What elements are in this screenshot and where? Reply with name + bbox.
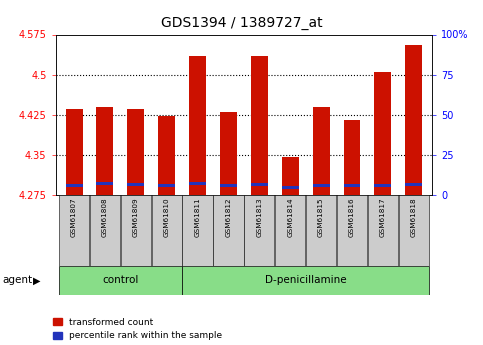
Text: GSM61815: GSM61815 xyxy=(318,197,324,237)
Bar xyxy=(343,184,360,187)
Text: GSM61816: GSM61816 xyxy=(349,197,355,237)
Bar xyxy=(343,120,360,195)
Bar xyxy=(374,72,391,195)
Text: GDS1394 / 1389727_at: GDS1394 / 1389727_at xyxy=(161,16,322,30)
Bar xyxy=(189,56,206,195)
Text: GSM61813: GSM61813 xyxy=(256,197,262,237)
Bar xyxy=(66,109,83,195)
Bar xyxy=(244,195,274,266)
Bar xyxy=(405,184,422,186)
Bar xyxy=(128,183,144,186)
Bar xyxy=(90,195,120,266)
Bar xyxy=(405,45,422,195)
Text: GSM61812: GSM61812 xyxy=(226,197,231,237)
Bar xyxy=(121,195,151,266)
Bar xyxy=(251,56,268,195)
Text: GSM61808: GSM61808 xyxy=(102,197,108,237)
Bar xyxy=(189,183,206,185)
Bar xyxy=(59,195,89,266)
Legend: transformed count, percentile rank within the sample: transformed count, percentile rank withi… xyxy=(53,318,222,341)
Bar xyxy=(97,183,114,185)
Bar xyxy=(337,195,367,266)
Bar xyxy=(398,195,429,266)
Bar xyxy=(251,184,268,186)
Bar xyxy=(158,184,175,187)
Text: GSM61817: GSM61817 xyxy=(380,197,386,237)
Bar xyxy=(182,266,429,295)
Text: agent: agent xyxy=(2,275,32,285)
Text: GSM61810: GSM61810 xyxy=(164,197,170,237)
Bar xyxy=(213,195,243,266)
Bar xyxy=(275,195,305,266)
Bar xyxy=(313,107,329,195)
Bar xyxy=(152,195,182,266)
Bar xyxy=(313,184,329,187)
Text: GSM61809: GSM61809 xyxy=(133,197,139,237)
Text: GSM61818: GSM61818 xyxy=(411,197,417,237)
Text: GSM61807: GSM61807 xyxy=(71,197,77,237)
Bar xyxy=(128,109,144,195)
Bar xyxy=(368,195,398,266)
Bar xyxy=(220,112,237,195)
Text: ▶: ▶ xyxy=(33,275,41,285)
Text: GSM61814: GSM61814 xyxy=(287,197,293,237)
Bar xyxy=(97,107,114,195)
Bar xyxy=(282,186,298,189)
Bar xyxy=(282,158,298,195)
Bar xyxy=(66,184,83,187)
Text: control: control xyxy=(102,275,139,285)
Bar xyxy=(220,184,237,187)
Bar xyxy=(306,195,336,266)
Bar xyxy=(183,195,213,266)
Text: D-penicillamine: D-penicillamine xyxy=(265,275,346,285)
Bar xyxy=(58,266,182,295)
Bar xyxy=(374,185,391,187)
Text: GSM61811: GSM61811 xyxy=(195,197,200,237)
Bar xyxy=(158,116,175,195)
